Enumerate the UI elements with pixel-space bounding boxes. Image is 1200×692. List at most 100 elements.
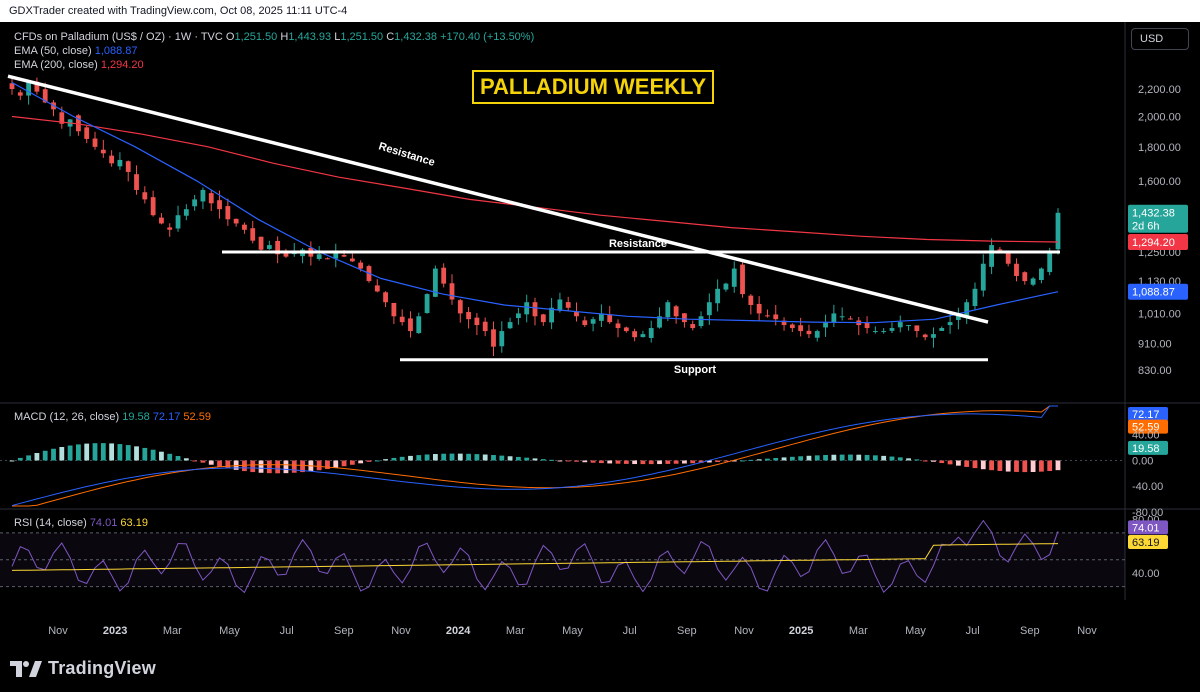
candle-body bbox=[632, 331, 638, 338]
candle-body bbox=[109, 155, 115, 164]
macd-histogram-bar bbox=[599, 460, 604, 464]
time-axis-label: Jul bbox=[280, 625, 294, 637]
candle-body bbox=[1014, 263, 1019, 276]
time-axis-label: Jul bbox=[623, 625, 637, 637]
candle-body bbox=[997, 249, 1003, 251]
ema200-price-tag: 1,294.20 bbox=[1132, 237, 1175, 249]
macd-histogram-bar bbox=[856, 454, 862, 461]
candle-body bbox=[175, 215, 181, 229]
macd-histogram-bar bbox=[972, 460, 978, 469]
candle-body bbox=[233, 218, 239, 224]
candle-body bbox=[615, 323, 621, 329]
candle-body bbox=[864, 322, 870, 329]
candle-body bbox=[34, 81, 40, 92]
macd-histogram-bar bbox=[673, 460, 679, 464]
candle-body bbox=[914, 325, 920, 332]
price-axis-label: 830.00 bbox=[1138, 365, 1172, 377]
candle-body bbox=[765, 315, 770, 317]
macd-histogram-bar bbox=[632, 460, 638, 465]
candle-body bbox=[167, 227, 173, 230]
macd-histogram-bar bbox=[532, 458, 538, 461]
macd-histogram-bar bbox=[648, 460, 654, 465]
time-axis-label: May bbox=[905, 625, 926, 637]
ema50-line bbox=[11, 81, 1059, 324]
ema200-label: EMA (200, close) bbox=[14, 59, 98, 71]
macd-histogram-bar bbox=[947, 460, 953, 465]
candle-body bbox=[26, 82, 32, 96]
macd-histogram-bar bbox=[698, 460, 704, 463]
macd-axis-label: -40.00 bbox=[1132, 481, 1163, 493]
candle-body bbox=[42, 89, 48, 103]
candle-body bbox=[648, 328, 654, 338]
candle-body bbox=[416, 316, 422, 334]
candle-body bbox=[250, 228, 256, 241]
candle-body bbox=[839, 316, 845, 318]
candle-body bbox=[831, 313, 837, 323]
candle-body bbox=[316, 254, 322, 259]
macd-histogram-bar bbox=[92, 443, 98, 461]
price-axis-label: 1,010.00 bbox=[1138, 308, 1181, 320]
candle-body bbox=[117, 159, 123, 167]
candle-body bbox=[441, 267, 447, 284]
rsi-legend[interactable]: RSI (14, close) 74.01 63.19 bbox=[14, 517, 148, 529]
macd-histogram-bar bbox=[67, 445, 73, 461]
macd-histogram-bar bbox=[275, 460, 281, 474]
time-axis-label: Nov bbox=[1077, 625, 1097, 637]
candle-body bbox=[756, 303, 762, 314]
macd-histogram-bar bbox=[565, 460, 571, 462]
macd-histogram-bar bbox=[300, 460, 305, 473]
candle-body bbox=[84, 127, 90, 139]
macd-histogram-bar bbox=[615, 460, 621, 464]
rsi-line bbox=[11, 519, 1059, 594]
macd-histogram-bar bbox=[889, 456, 895, 461]
macd-histogram-bar bbox=[117, 444, 123, 461]
last-price-tag: 1,432.38 bbox=[1132, 208, 1175, 220]
tradingview-logo[interactable]: TradingView bbox=[10, 658, 156, 679]
resistance-trendline bbox=[7, 74, 989, 324]
symbol-name: CFDs on Palladium (US$ / OZ) · 1W · TVC bbox=[14, 31, 223, 43]
candle-body bbox=[673, 306, 679, 317]
support-level-label: Support bbox=[674, 364, 716, 376]
symbol-legend: CFDs on Palladium (US$ / OZ) · 1W · TVC … bbox=[14, 31, 534, 43]
candle-body bbox=[358, 262, 364, 269]
macd-histogram-bar bbox=[1022, 460, 1028, 473]
macd-histogram-bar bbox=[84, 443, 90, 461]
last-price-tag-bg bbox=[1128, 204, 1188, 233]
candle-body bbox=[989, 245, 994, 267]
macd-signal-value: 52.59 bbox=[183, 411, 211, 423]
macd-axis-label: 52.59 bbox=[1132, 422, 1160, 434]
candle-body bbox=[391, 302, 397, 317]
time-axis-label: Mar bbox=[849, 625, 868, 637]
candle-body bbox=[100, 149, 106, 154]
macd-histogram-bar bbox=[756, 459, 762, 461]
candle-body bbox=[773, 314, 779, 320]
macd-label: MACD (12, 26, close) bbox=[14, 411, 120, 423]
candle-body bbox=[599, 313, 604, 321]
candle-body bbox=[399, 316, 405, 323]
macd-histogram-bar bbox=[333, 460, 339, 468]
candle-body bbox=[748, 295, 754, 305]
macd-histogram-bar bbox=[134, 446, 139, 461]
candle-body bbox=[76, 115, 81, 132]
macd-histogram-bar bbox=[9, 460, 15, 462]
macd-histogram-bar bbox=[765, 458, 770, 461]
price-chart[interactable]: 2,200.00 2,000.00 1,800.00 1,600.00 1,250.00… bbox=[0, 22, 1200, 650]
candle-body bbox=[474, 317, 480, 326]
rsi-axis-label: 40.00 bbox=[1132, 568, 1160, 580]
macd-histogram-bar bbox=[964, 460, 970, 467]
macd-histogram-bar bbox=[316, 460, 322, 471]
candle-body bbox=[432, 268, 438, 297]
ema200-legend[interactable]: EMA (200, close) 1,294.20 bbox=[14, 59, 144, 71]
candle-body bbox=[491, 329, 496, 347]
ema50-legend[interactable]: EMA (50, close) 1,088.87 bbox=[14, 45, 138, 57]
macd-histogram-bar bbox=[897, 457, 903, 461]
candle-body bbox=[964, 302, 970, 318]
time-axis-label: Sep bbox=[334, 625, 354, 637]
macd-histogram-bar bbox=[457, 453, 463, 461]
currency-selector[interactable]: USD bbox=[1131, 28, 1189, 50]
candle-body bbox=[781, 320, 787, 326]
macd-histogram-bar bbox=[690, 460, 696, 464]
macd-histogram-bar bbox=[349, 460, 355, 465]
macd-histogram-bar bbox=[76, 444, 81, 461]
macd-legend[interactable]: MACD (12, 26, close) 19.58 72.17 52.59 bbox=[14, 411, 211, 423]
